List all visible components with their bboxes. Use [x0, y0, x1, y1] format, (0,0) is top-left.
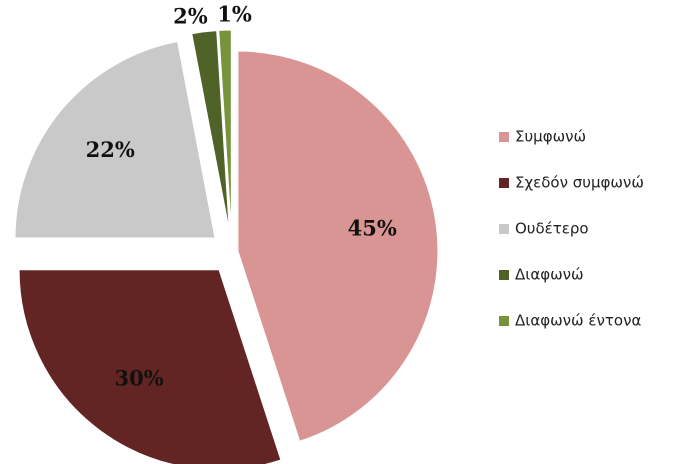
legend-swatch [499, 224, 509, 234]
data-label: 22% [86, 137, 135, 162]
data-label: 1% [217, 2, 252, 27]
legend-label: Διαφωνώ [515, 266, 584, 284]
legend-swatch [499, 270, 509, 280]
legend-label: Συμφωνώ [515, 128, 586, 146]
pie-slice [218, 29, 232, 231]
legend-swatch [499, 132, 509, 142]
data-label: 45% [348, 215, 397, 240]
pie-slice [237, 50, 439, 442]
legend-label: Σχεδόν συμφωνώ [515, 174, 644, 192]
data-label: 2% [173, 3, 208, 28]
pie-slice [14, 40, 216, 239]
pie-slice [191, 30, 230, 231]
legend-swatch [499, 178, 509, 188]
legend-label: Ουδέτερο [515, 220, 589, 238]
data-label: 30% [115, 365, 164, 390]
legend-label: Διαφωνώ έντονα [515, 312, 641, 330]
pie-slice [18, 269, 282, 464]
legend-swatch [499, 316, 509, 326]
